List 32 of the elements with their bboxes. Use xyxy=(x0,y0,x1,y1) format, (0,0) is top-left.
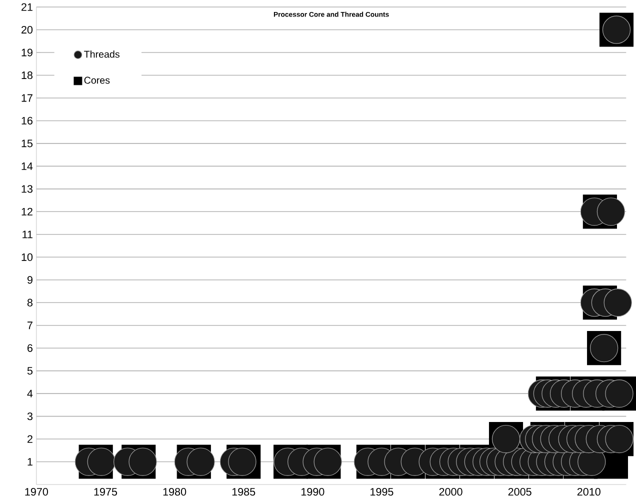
y-tick-label: 4 xyxy=(27,390,33,398)
y-tick-label: 6 xyxy=(28,344,32,352)
y-tick-label: 7 xyxy=(28,322,32,330)
y-tick-label: 12 xyxy=(22,208,32,216)
y-tick-label: 19 xyxy=(22,48,32,56)
y-tick-label: 14 xyxy=(22,162,33,170)
y-tick-label: 13 xyxy=(22,185,32,193)
x-tick-label: 1990 xyxy=(301,488,324,496)
x-tick-label: 1970 xyxy=(25,488,48,496)
y-tick-label: 11 xyxy=(22,230,32,238)
y-tick-label: 8 xyxy=(27,298,32,306)
x-tick-label: 1995 xyxy=(370,488,394,496)
legend-label: Cores xyxy=(84,76,110,84)
x-tick-label: 1985 xyxy=(232,488,256,496)
y-tick-label: 5 xyxy=(27,367,33,375)
y-tick-label: 18 xyxy=(22,71,32,80)
y-tick-label: 15 xyxy=(22,140,33,148)
y-tick-label: 3 xyxy=(27,412,32,420)
y-tick-label: 17 xyxy=(22,94,32,102)
x-tick-label: 1975 xyxy=(94,488,118,496)
y-tick-label: 10 xyxy=(22,253,33,262)
y-tick-label: 20 xyxy=(22,26,33,34)
y-tick-label: 9 xyxy=(27,276,32,284)
x-tick-label: 2000 xyxy=(439,488,462,496)
y-tick-label: 2 xyxy=(28,435,32,443)
x-tick-label: 2005 xyxy=(508,488,532,496)
y-tick-label: 1 xyxy=(28,458,32,466)
y-tick-label: 21 xyxy=(22,3,32,11)
legend-label: Threads xyxy=(84,50,120,58)
y-tick-label: 16 xyxy=(22,116,32,125)
x-tick-label: 2010 xyxy=(577,488,600,496)
x-tick-label: 1980 xyxy=(163,488,186,496)
